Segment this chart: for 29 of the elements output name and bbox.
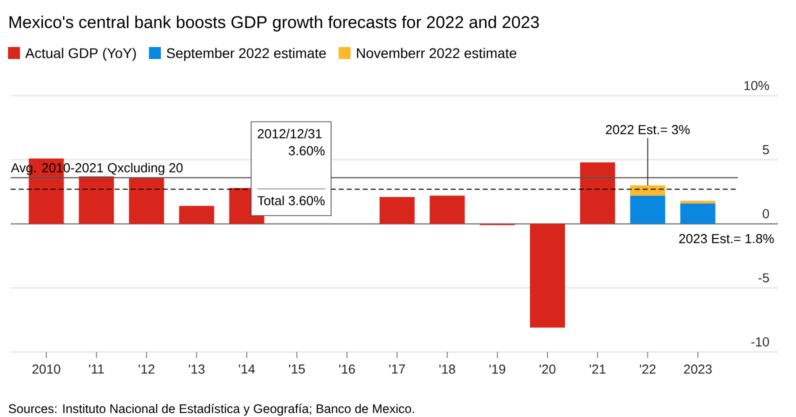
chart-title: Mexico's central bank boosts GDP growth forecasts for 2022 and 2023 xyxy=(10,16,539,32)
legend-label: Novemberr 2022 estimate xyxy=(357,48,516,58)
x-tick-label: '12 xyxy=(138,364,154,374)
annotation: Total 3.60% xyxy=(257,196,325,206)
source-note: Sources: Instituto Nacional de Estadística y Geografía; Banco de Mexico. xyxy=(8,404,414,416)
x-tick-label: '14 xyxy=(238,364,255,374)
x-tick-label: 2023 xyxy=(684,364,712,374)
x-tick-label: '18 xyxy=(439,364,456,374)
y-tick-label: -5 xyxy=(758,273,769,282)
annotation: 2012/12/31 xyxy=(258,128,322,138)
y-tick-label: -10 xyxy=(751,337,769,346)
annotation: 3.60% xyxy=(288,146,325,156)
legend-label: Actual GDP (YoY) xyxy=(25,48,136,61)
x-tick-label: '13 xyxy=(188,364,205,374)
x-tick-label: '15 xyxy=(289,364,305,374)
x-tick-label: '11 xyxy=(89,364,104,374)
y-tick-label: 0 xyxy=(762,209,769,218)
y-tick-label: 5 xyxy=(762,145,769,154)
legend-label: September 2022 estimate xyxy=(166,48,326,61)
x-tick-label: '17 xyxy=(389,364,405,374)
annotation: 2022 Est.= 3% xyxy=(606,125,690,134)
x-tick-label: '20 xyxy=(540,364,556,374)
annotation: 2023 Est.= 1.8% xyxy=(679,234,774,244)
y-tick-label: 10% xyxy=(744,80,770,90)
x-tick-label: '16 xyxy=(339,364,355,374)
x-tick-label: 2010 xyxy=(32,364,60,374)
x-tick-label: '21 xyxy=(590,364,606,374)
x-tick-label: '19 xyxy=(490,364,506,374)
x-tick-label: '22 xyxy=(640,364,656,374)
